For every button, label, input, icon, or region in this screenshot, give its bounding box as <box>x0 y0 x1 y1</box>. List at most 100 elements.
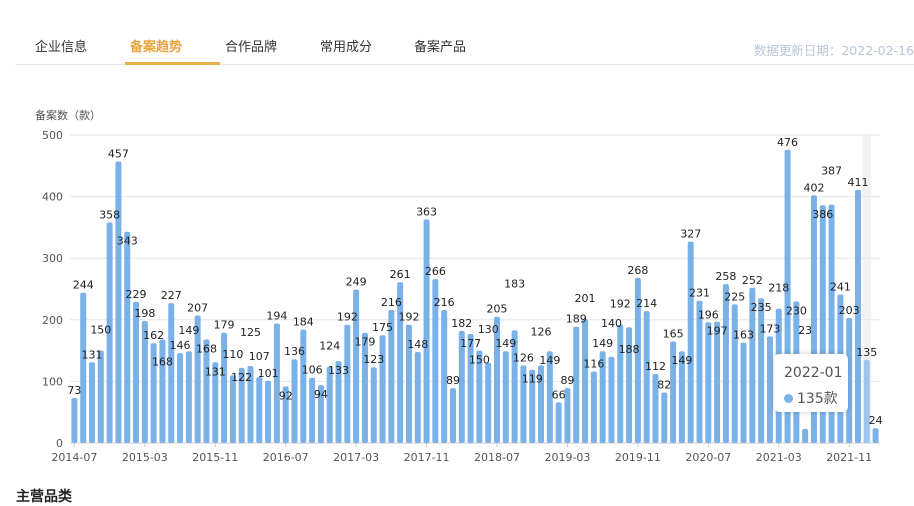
bar-value-label: 146 <box>170 339 191 352</box>
bar[interactable] <box>617 324 624 443</box>
bar[interactable] <box>168 303 175 443</box>
bar[interactable] <box>414 351 421 443</box>
bar[interactable] <box>511 330 518 443</box>
bar[interactable] <box>652 374 659 443</box>
bar[interactable] <box>441 309 448 443</box>
bar[interactable] <box>529 369 536 443</box>
bar[interactable] <box>379 335 386 443</box>
bar[interactable] <box>590 371 597 443</box>
bar[interactable] <box>872 428 879 443</box>
tab-partner-brands[interactable]: 合作品牌 <box>225 40 278 55</box>
bar[interactable] <box>573 326 580 443</box>
bar[interactable] <box>423 219 430 443</box>
bar[interactable] <box>696 300 703 443</box>
bar-value-label: 343 <box>117 235 138 248</box>
bar[interactable] <box>758 298 765 443</box>
bar-value-label: 124 <box>319 340 340 353</box>
bar[interactable] <box>608 356 615 443</box>
bar[interactable] <box>124 231 131 443</box>
bar-value-label: 179 <box>354 336 375 349</box>
bar[interactable] <box>353 289 360 443</box>
bar[interactable] <box>344 324 351 443</box>
bar[interactable] <box>97 350 104 443</box>
bar[interactable] <box>538 365 545 443</box>
bar[interactable] <box>766 336 773 443</box>
bar[interactable] <box>740 342 747 443</box>
bar-value-label: 140 <box>601 317 622 330</box>
bar[interactable] <box>238 367 245 443</box>
bar[interactable] <box>634 277 641 443</box>
bar[interactable] <box>520 365 527 443</box>
bar[interactable] <box>854 189 861 443</box>
bar[interactable] <box>282 386 289 443</box>
bar[interactable] <box>467 333 474 443</box>
bar[interactable] <box>177 353 184 443</box>
bar[interactable] <box>687 241 694 443</box>
hover-highlight-column <box>862 135 872 443</box>
bar[interactable] <box>229 375 236 443</box>
bar[interactable] <box>705 322 712 443</box>
bar[interactable] <box>449 388 456 443</box>
bar[interactable] <box>115 161 122 443</box>
tab-company-info[interactable]: 企业信息 <box>35 40 88 55</box>
bar[interactable] <box>361 332 368 443</box>
bar[interactable] <box>863 359 870 443</box>
bar[interactable] <box>485 362 492 443</box>
tab-filed-products[interactable]: 备案产品 <box>414 40 467 55</box>
bar[interactable] <box>643 311 650 443</box>
bar[interactable] <box>846 317 853 443</box>
bar[interactable] <box>300 329 307 443</box>
bar[interactable] <box>405 324 412 443</box>
bar[interactable] <box>670 341 677 443</box>
bar[interactable] <box>141 321 148 443</box>
bar[interactable] <box>265 380 272 443</box>
bar[interactable] <box>494 316 501 443</box>
bar[interactable] <box>185 351 192 443</box>
bar[interactable] <box>432 279 439 443</box>
bar[interactable] <box>626 327 633 443</box>
bar[interactable] <box>599 351 606 443</box>
bar[interactable] <box>291 359 298 443</box>
bar[interactable] <box>749 287 756 443</box>
bar[interactable] <box>309 377 316 443</box>
bar[interactable] <box>714 321 721 443</box>
bar[interactable] <box>273 323 280 443</box>
tab-common-ingredients[interactable]: 常用成分 <box>320 40 373 55</box>
bar[interactable] <box>203 339 210 443</box>
bar-value-label: 197 <box>707 325 728 338</box>
bar[interactable] <box>133 301 140 443</box>
bar[interactable] <box>458 330 465 443</box>
bar-value-label: 177 <box>460 337 481 350</box>
bar[interactable] <box>678 351 685 443</box>
bar[interactable] <box>564 388 571 443</box>
bar[interactable] <box>335 361 342 443</box>
tab-filing-trend[interactable]: 备案趋势 <box>130 40 183 55</box>
bar[interactable] <box>71 398 78 443</box>
bar[interactable] <box>802 428 809 443</box>
bar[interactable] <box>256 377 263 443</box>
bar[interactable] <box>212 362 219 443</box>
bar[interactable] <box>397 282 404 443</box>
bar[interactable] <box>106 222 113 443</box>
bar[interactable] <box>661 392 668 443</box>
bar[interactable] <box>555 402 562 443</box>
bar[interactable] <box>159 339 166 443</box>
bar[interactable] <box>317 385 324 443</box>
bar[interactable] <box>388 309 395 443</box>
bar-value-label: 249 <box>346 276 367 289</box>
bar[interactable] <box>326 366 333 443</box>
bar[interactable] <box>247 366 254 443</box>
bar[interactable] <box>731 304 738 443</box>
bar[interactable] <box>476 350 483 443</box>
bar[interactable] <box>221 332 228 443</box>
bar[interactable] <box>502 351 509 443</box>
active-tab-indicator <box>125 62 220 65</box>
bar[interactable] <box>150 343 157 443</box>
bar[interactable] <box>582 319 589 443</box>
bar[interactable] <box>80 292 87 443</box>
bar[interactable] <box>546 351 553 443</box>
bar[interactable] <box>89 362 96 443</box>
bar[interactable] <box>194 315 201 443</box>
bar[interactable] <box>370 367 377 443</box>
bar[interactable] <box>722 284 729 443</box>
